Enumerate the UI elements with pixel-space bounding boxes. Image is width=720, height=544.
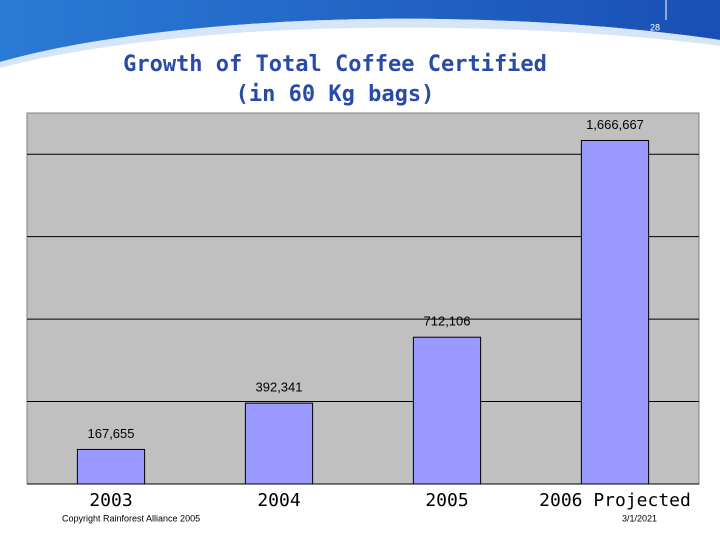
chart-title: Growth of Total Coffee Certified xyxy=(123,52,547,77)
x-tick-label: 2006 Projected xyxy=(539,490,691,511)
header-band xyxy=(0,0,720,62)
x-tick-label: 2004 xyxy=(257,490,300,511)
page-number: 28 xyxy=(650,22,660,32)
value-label: 1,666,667 xyxy=(586,117,644,132)
copyright: Copyright Rainforest Alliance 2005 xyxy=(62,513,200,523)
date: 3/1/2021 xyxy=(622,513,657,523)
value-label: 712,106 xyxy=(424,314,471,329)
bar xyxy=(76,448,146,485)
value-label: 392,341 xyxy=(256,380,303,395)
x-tick-label: 2003 xyxy=(89,490,132,511)
bar xyxy=(244,402,314,485)
plot: 167,655 2003 392,341 2004 712,106 2005 1,666,6… xyxy=(27,117,699,511)
value-label: 167,655 xyxy=(88,426,135,441)
bar xyxy=(580,139,650,485)
header-swoosh xyxy=(0,18,720,68)
x-tick-label: 2005 xyxy=(425,490,468,511)
chart-subtitle: (in 60 Kg bags) xyxy=(236,82,435,107)
bar xyxy=(412,336,482,485)
